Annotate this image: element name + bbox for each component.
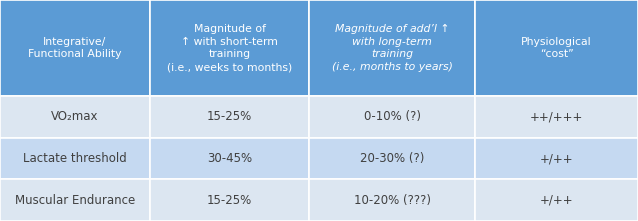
Bar (475, 0, 638, 96)
Text: 10-20% (???): 10-20% (???) (354, 194, 431, 207)
Text: Magnitude of add’l ↑
with long-term
training
(i.e., months to years): Magnitude of add’l ↑ with long-term trai… (332, 24, 453, 72)
Bar (0, 179, 150, 221)
Text: 20-30% (?): 20-30% (?) (360, 152, 424, 165)
Bar (475, 138, 638, 179)
Bar (309, 179, 475, 221)
Text: Magnitude of
↑ with short-term
training
(i.e., weeks to months): Magnitude of ↑ with short-term training … (167, 24, 292, 72)
Bar (150, 138, 309, 179)
Bar (309, 96, 475, 138)
Bar (475, 96, 638, 138)
Text: ++/+++: ++/+++ (530, 110, 583, 124)
Bar (0, 0, 150, 96)
Text: 0-10% (?): 0-10% (?) (364, 110, 421, 124)
Bar (150, 96, 309, 138)
Text: 15-25%: 15-25% (207, 110, 252, 124)
Bar (475, 179, 638, 221)
Bar (150, 0, 309, 96)
Text: Integrative/
Functional Ability: Integrative/ Functional Ability (28, 37, 122, 59)
Text: Lactate threshold: Lactate threshold (23, 152, 127, 165)
Text: Muscular Endurance: Muscular Endurance (15, 194, 135, 207)
Bar (309, 138, 475, 179)
Bar (309, 0, 475, 96)
Bar (0, 138, 150, 179)
Text: VO₂max: VO₂max (51, 110, 99, 124)
Bar (0, 96, 150, 138)
Text: 15-25%: 15-25% (207, 194, 252, 207)
Text: +/++: +/++ (540, 194, 574, 207)
Text: 30-45%: 30-45% (207, 152, 252, 165)
Text: Physiological
“cost”: Physiological “cost” (521, 37, 592, 59)
Bar (150, 179, 309, 221)
Text: +/++: +/++ (540, 152, 574, 165)
